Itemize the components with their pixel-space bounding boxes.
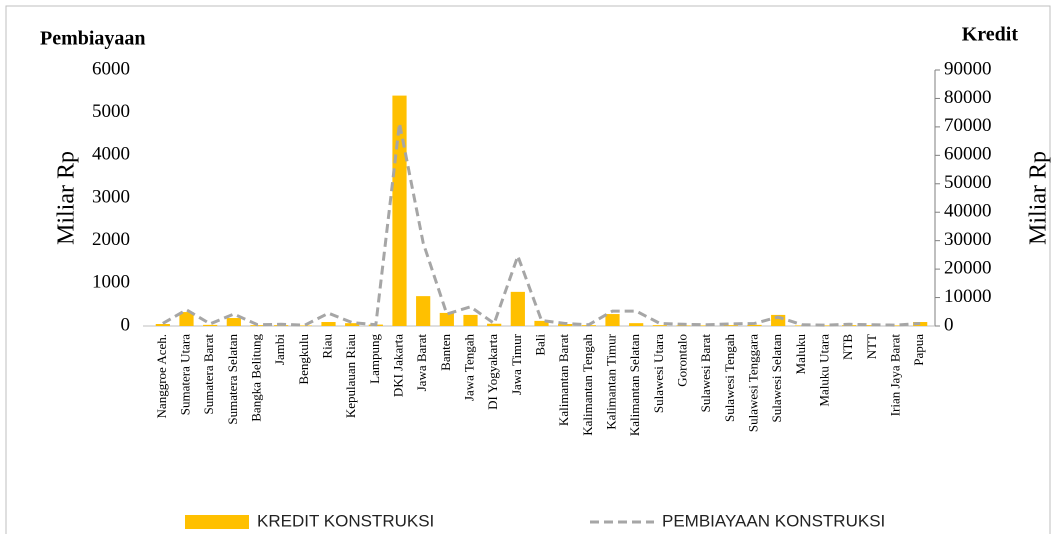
x-tick-label: NTB [840, 334, 855, 360]
x-tick-label: Kalimantan Timur [603, 333, 618, 429]
bar [605, 314, 620, 326]
bar [889, 325, 904, 326]
bar [487, 323, 502, 326]
y-tick-label: 0 [121, 314, 131, 335]
y2-tick-label: 40000 [944, 201, 992, 222]
bar [226, 318, 241, 326]
x-tick-label: Jawa Barat [414, 334, 429, 392]
bar [463, 314, 478, 326]
bar [534, 320, 549, 326]
x-tick-label: Kepulauan Riau [343, 334, 358, 419]
x-tick-label: Jambi [272, 334, 287, 365]
x-tick-label: Kalimantan Selatan [627, 334, 642, 437]
y-tick-label: 3000 [92, 186, 130, 207]
x-tick-label: Sulawesi Barat [698, 334, 713, 413]
x-tick-label: DI Yogyakarta [485, 334, 500, 410]
x-tick-label: Jawa Tengah [461, 334, 476, 402]
x-tick-label: NTT [864, 334, 879, 359]
y2-tick-label: 20000 [944, 257, 992, 278]
y-tick-label: 5000 [92, 101, 130, 122]
chart-frame [5, 5, 1051, 534]
x-tick-label: Maluku Utara [816, 334, 831, 407]
y-tick-label: 4000 [92, 144, 130, 165]
bar [818, 325, 833, 326]
y2-tick-label: 10000 [944, 286, 992, 307]
y2-tick-label: 30000 [944, 229, 992, 250]
y-title: Pembiayaan [40, 28, 146, 50]
y-tick-label: 6000 [92, 58, 130, 79]
bar [439, 312, 454, 326]
y2-tick-label: 70000 [944, 115, 992, 136]
x-tick-label: Irian Jaya Barat [887, 334, 902, 417]
line [162, 123, 921, 327]
x-tick-label: DKI Jakarta [390, 334, 405, 397]
y-tick-label: 1000 [92, 272, 130, 293]
bar [558, 324, 573, 326]
bar [321, 322, 336, 326]
x-tick-label: Lampung [367, 334, 382, 384]
y-axis-label: Miliar Rp [54, 151, 80, 245]
x-tick-label: Sulawesi Utara [651, 334, 666, 413]
x-tick-label: Sulawesi Tengah [722, 334, 737, 423]
bar [747, 324, 762, 326]
x-tick-label: Maluku [793, 334, 808, 375]
x-tick-label: Nanggroe Aceh. [154, 334, 169, 418]
bar [510, 291, 525, 326]
x-tick-label: Sumatera Selatan [225, 334, 240, 425]
x-tick-label: Sulawesi Selatan [769, 334, 784, 423]
bar [203, 324, 218, 326]
y2-tick-label: 0 [944, 314, 954, 335]
x-tick-label: Banten [438, 334, 453, 371]
x-tick-label: Kalimantan Barat [556, 334, 571, 426]
bar [155, 324, 170, 326]
x-tick-label: Kalimantan Tengah [580, 334, 595, 436]
bar [297, 325, 312, 326]
bar [345, 323, 360, 326]
x-tick-label: Sulawesi Tenggara [745, 334, 760, 432]
bar [629, 323, 644, 326]
y2-tick-label: 50000 [944, 172, 992, 193]
x-tick-label: Bengkulu [296, 334, 311, 385]
x-tick-label: Bangka Belitung [248, 334, 263, 422]
y2-axis-label: Miliar Rp [1026, 151, 1052, 245]
bar [723, 325, 738, 326]
x-tick-label: Gorontalo [674, 334, 689, 387]
legend-label: PEMBIAYAAN KONSTRUKSI [662, 511, 885, 530]
x-tick-label: Jawa Timur [509, 333, 524, 395]
legend-label: KREDIT KONSTRUKSI [257, 511, 434, 530]
bar [771, 314, 786, 326]
x-tick-label: Sumatera Barat [201, 334, 216, 415]
y2-tick-label: 60000 [944, 144, 992, 165]
y2-title: Kredit [962, 24, 1019, 46]
bar [652, 325, 667, 326]
x-tick-label: Papua [911, 334, 926, 366]
y2-tick-label: 90000 [944, 58, 992, 79]
y-tick-label: 2000 [92, 229, 130, 250]
legend-swatch [185, 515, 249, 529]
x-tick-label: Riau [319, 334, 334, 359]
bar [392, 95, 407, 326]
bar [416, 296, 431, 326]
y2-tick-label: 80000 [944, 87, 992, 108]
bar [179, 312, 194, 326]
x-tick-label: Bali [532, 334, 547, 356]
x-tick-label: Sumatera Utara [177, 334, 192, 415]
